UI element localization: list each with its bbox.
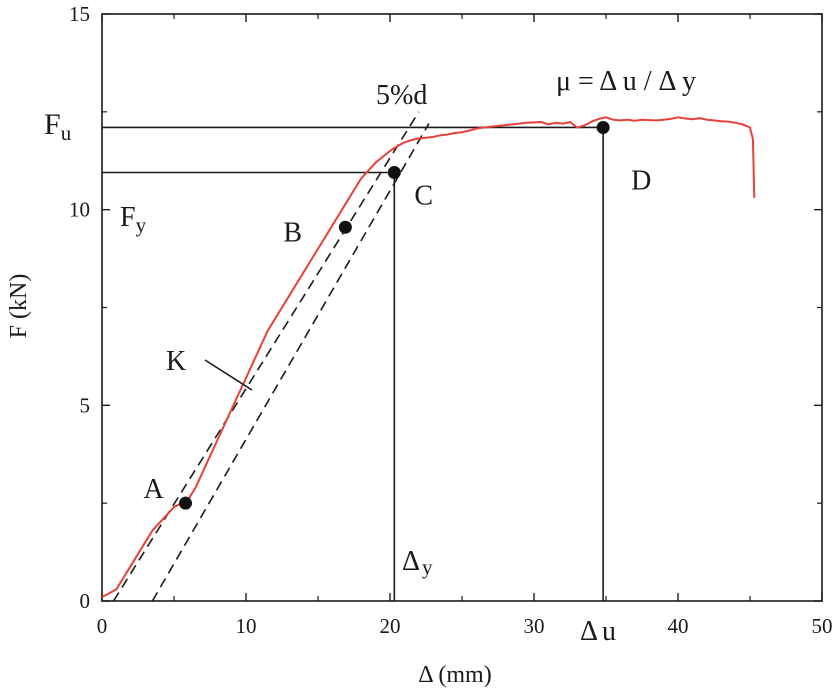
stiffness-label: K (166, 346, 186, 377)
x-tick-label: 10 (236, 614, 257, 638)
axis-ticks: 0 10 20 30 40 50 0 5 10 15 (69, 2, 833, 638)
svg-text:Fy: Fy (120, 202, 147, 237)
svg-text:Δu: Δu (580, 616, 616, 647)
delta-y-main: Δ (402, 546, 420, 577)
svg-text:Fu: Fu (44, 108, 72, 145)
series-layer (101, 116, 756, 598)
y-axis-label: F (kN) (6, 274, 32, 339)
tangent-line (112, 111, 420, 602)
y-tick-label: 10 (69, 198, 90, 222)
offset-label: 5%d (376, 80, 427, 111)
x-tick-label: 20 (380, 614, 401, 638)
y-tick-label: 5 (80, 393, 91, 417)
plot-area (101, 13, 823, 602)
x-tick-label: 30 (524, 614, 545, 638)
fy-sub: y (136, 213, 147, 237)
x-tick-label: 50 (812, 614, 833, 638)
reference-lines (102, 111, 604, 602)
point-a-label: A (144, 474, 165, 505)
delta-y-sub: y (422, 555, 433, 579)
fu-sub: u (61, 121, 72, 145)
x-tick-label: 40 (668, 614, 689, 638)
ductility-formula: μ = Δ u / Δ y (556, 66, 696, 97)
marked-points: A B C D (144, 120, 651, 510)
point-c-label: C (414, 180, 433, 211)
delta-u-sub: u (602, 616, 616, 647)
point-b-label: B (283, 217, 302, 248)
stiffness-leader-line (204, 359, 253, 391)
point-b-marker (338, 220, 352, 234)
offset-5%d-line (151, 123, 430, 602)
delta-y-label: Δy (402, 546, 433, 579)
x-axis-label: Δ (mm) (418, 662, 491, 688)
fu-main: F (44, 108, 61, 141)
fy-label: Fy (120, 202, 147, 237)
y-tick-label: 15 (69, 2, 90, 26)
plot-frame (101, 13, 823, 602)
point-a-marker (179, 496, 193, 510)
point-d-label: D (631, 165, 651, 196)
x-tick-label: 0 (97, 614, 108, 638)
point-c-marker (387, 165, 401, 179)
fy-main: F (120, 202, 136, 233)
point-d-marker (596, 120, 610, 134)
load-displacement-curve (101, 116, 756, 598)
fu-label: Fu (44, 108, 72, 145)
svg-text:Δy: Δy (402, 546, 433, 579)
delta-u-main: Δ (580, 616, 598, 647)
y-tick-label: 0 (80, 589, 91, 613)
